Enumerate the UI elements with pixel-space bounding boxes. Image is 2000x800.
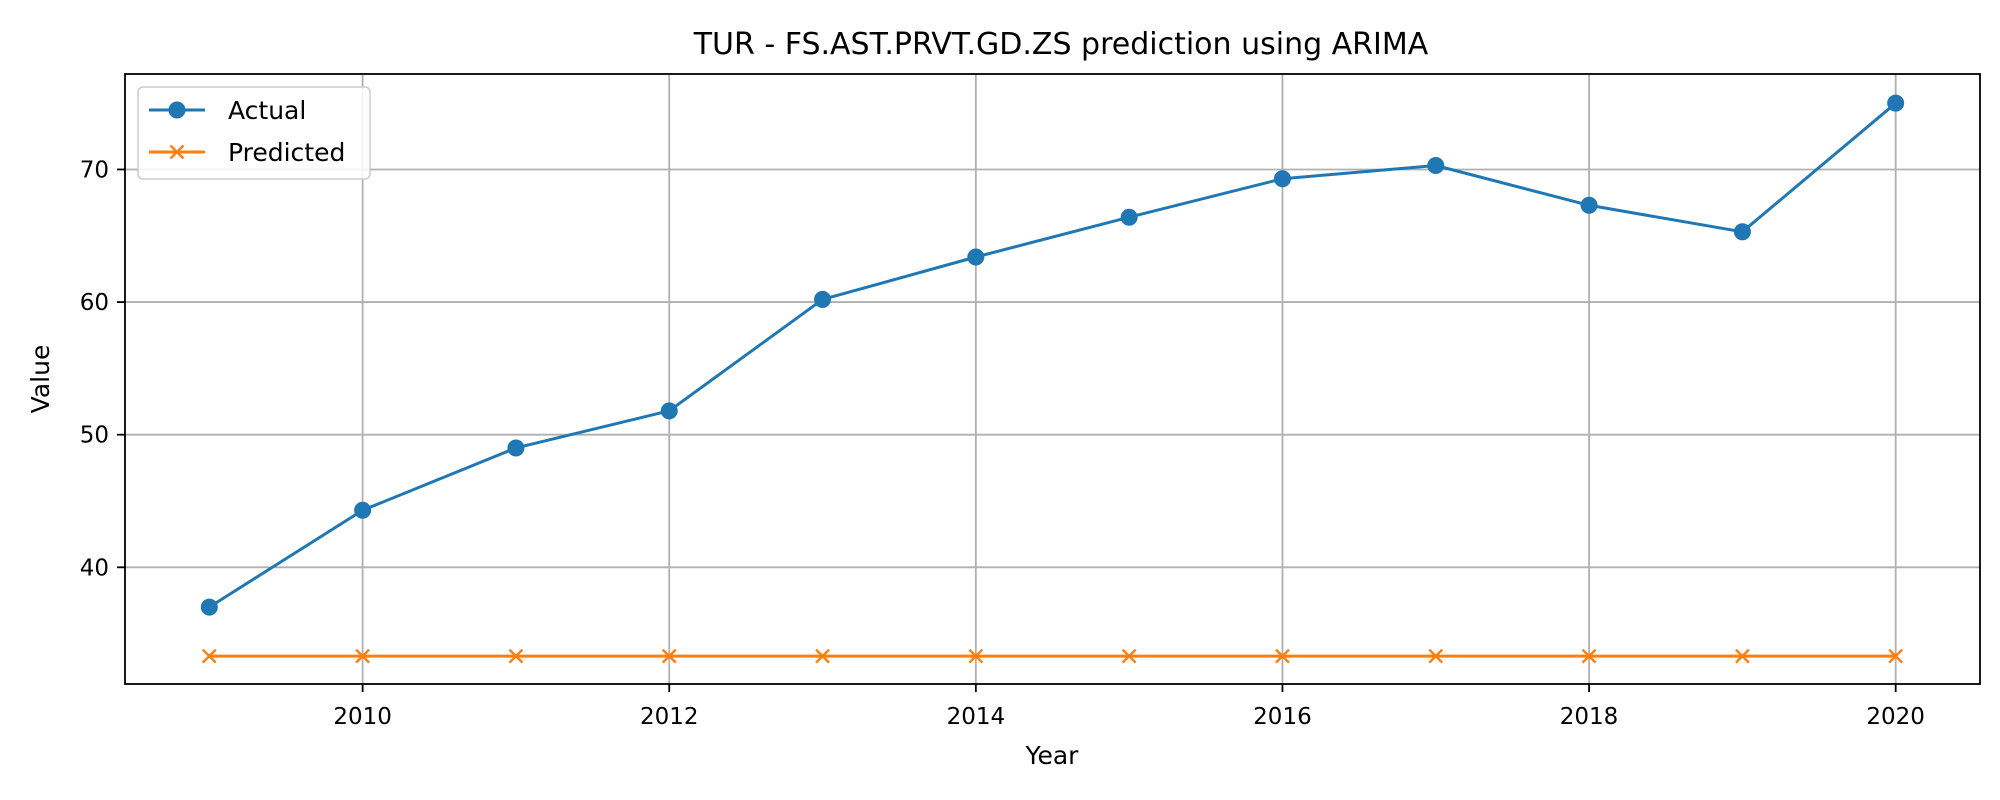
x-axis-ticks: 2010 2012 2014 2016 2018 2020 xyxy=(333,684,1925,730)
grid-lines xyxy=(125,74,1980,684)
x-tick-label: 2010 xyxy=(333,704,392,730)
y-axis-label: Value xyxy=(26,345,55,414)
data-point-actual xyxy=(660,402,678,420)
data-point-actual xyxy=(1120,208,1138,226)
legend-item-predicted: Predicted xyxy=(149,138,345,167)
data-point-predicted xyxy=(355,648,370,664)
data-point-actual xyxy=(814,290,832,308)
data-point-actual xyxy=(1580,196,1598,214)
x-tick-label: 2012 xyxy=(640,704,699,730)
x-tick-label: 2018 xyxy=(1560,704,1619,730)
series-predicted xyxy=(201,648,1904,664)
plot-frame xyxy=(124,73,1981,685)
data-point-predicted xyxy=(1581,648,1597,664)
legend: Actual Predicted xyxy=(137,86,371,180)
data-point-actual xyxy=(354,501,372,519)
data-point-predicted xyxy=(508,648,524,664)
data-point-predicted xyxy=(1888,648,1904,664)
legend-marker xyxy=(169,144,185,160)
data-point-predicted xyxy=(661,648,677,664)
data-point-actual xyxy=(1427,157,1445,174)
data-point-actual xyxy=(967,248,985,266)
y-tick-label: 60 xyxy=(80,290,109,316)
data-point-predicted xyxy=(968,648,984,664)
series-actual xyxy=(200,94,1905,616)
series-line-actual xyxy=(208,102,1897,609)
data-point-predicted xyxy=(1121,648,1137,664)
x-tick-label: 2016 xyxy=(1253,704,1312,730)
y-axis-ticks: 40 50 60 70 xyxy=(80,157,125,581)
legend-label: Predicted xyxy=(228,138,345,167)
data-point-predicted xyxy=(1735,648,1750,664)
series-layer xyxy=(200,94,1905,664)
x-axis-label: Year xyxy=(1025,741,1080,770)
x-tick-label: 2020 xyxy=(1866,704,1925,730)
data-point-predicted xyxy=(1428,648,1444,664)
data-point-actual xyxy=(1273,170,1291,188)
data-point-actual xyxy=(1887,94,1905,112)
data-point-actual xyxy=(507,439,525,457)
chart-title: TUR - FS.AST.PRVT.GD.ZS prediction using… xyxy=(693,27,1429,62)
x-tick-label: 2014 xyxy=(947,704,1006,730)
y-tick-label: 40 xyxy=(80,555,109,581)
data-point-predicted xyxy=(815,648,830,664)
data-point-predicted xyxy=(1275,648,1290,664)
y-tick-label: 70 xyxy=(80,157,109,183)
legend-item-actual: Actual xyxy=(149,96,306,125)
y-tick-label: 50 xyxy=(80,423,109,449)
legend-label: Actual xyxy=(228,96,306,125)
data-point-predicted xyxy=(201,648,217,664)
data-point-actual xyxy=(1733,223,1751,241)
legend-marker xyxy=(168,101,186,119)
data-point-actual xyxy=(200,598,218,616)
